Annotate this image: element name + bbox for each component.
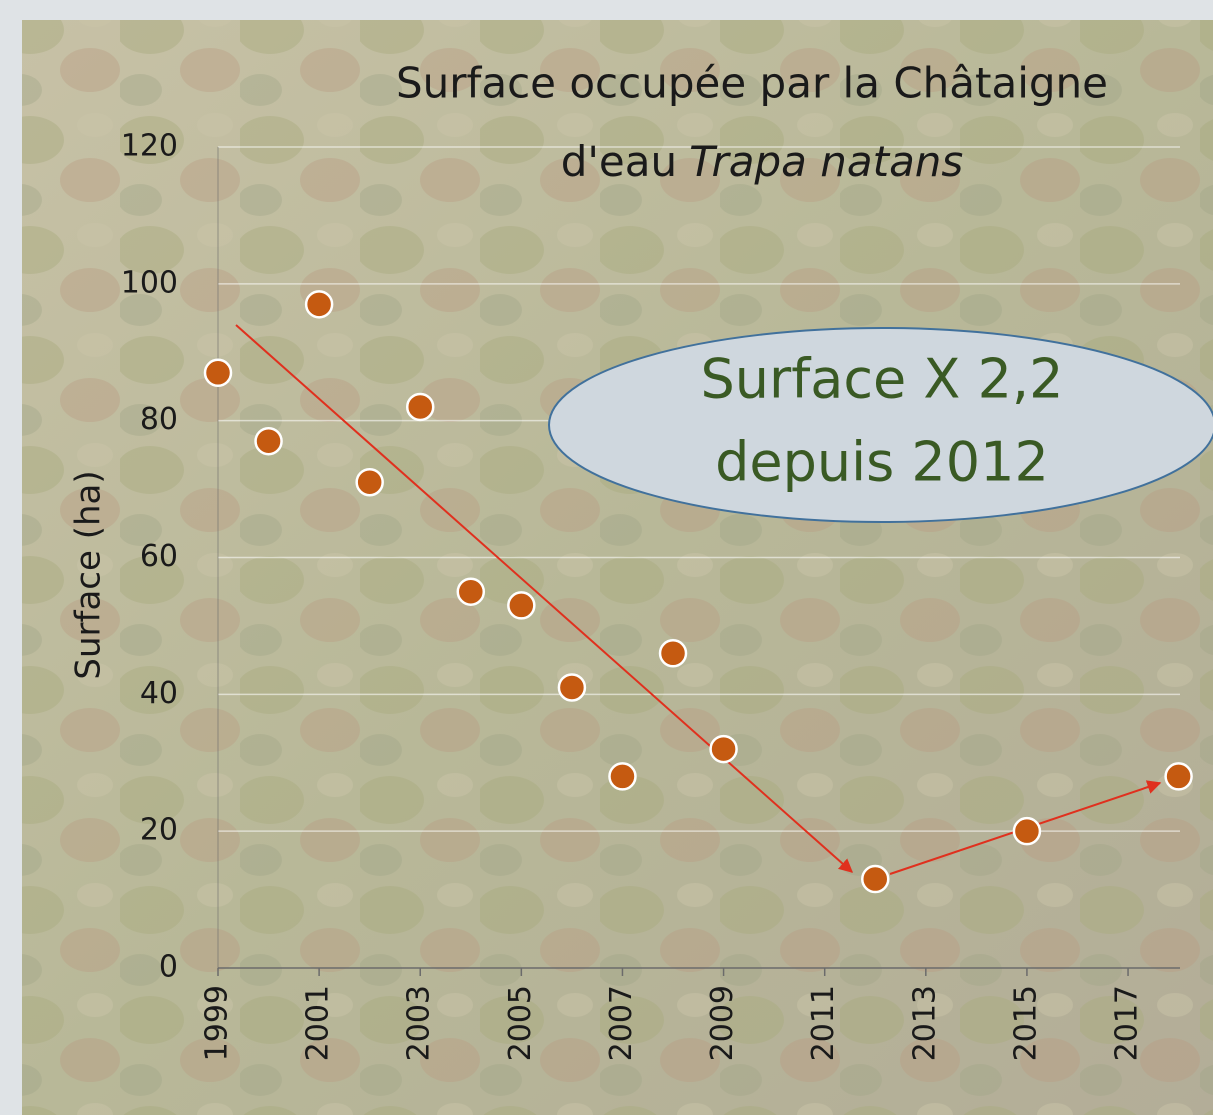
point	[357, 469, 383, 495]
point	[508, 592, 534, 618]
point	[1166, 763, 1192, 789]
y-tick-label: 0	[159, 950, 178, 985]
point	[407, 394, 433, 420]
chart: Surface occupée par la Châtaigne d'eauTr…	[0, 0, 1213, 1115]
point	[458, 579, 484, 605]
x-tick-label: 2017	[1110, 985, 1145, 1061]
point	[306, 291, 332, 317]
point	[711, 736, 737, 762]
x-tick-label: 2011	[806, 985, 841, 1061]
y-tick-label: 40	[140, 676, 178, 711]
x-tick-label: 2013	[907, 985, 942, 1061]
y-tick-label: 60	[140, 539, 178, 574]
chart-title: Surface occupée par la Châtaigne	[396, 59, 1108, 108]
annotation: Surface X 2,2	[701, 348, 1064, 411]
x-tick-label: 2007	[604, 985, 639, 1061]
point	[862, 866, 888, 892]
x-tick-label: 1999	[200, 985, 235, 1061]
y-axis-label: Surface (ha)	[69, 470, 109, 679]
x-tick-label: 2001	[301, 985, 336, 1061]
chart-title: d'eau	[561, 137, 677, 186]
y-tick-label: 20	[140, 813, 178, 848]
point	[660, 640, 686, 666]
x-tick-label: 2003	[402, 985, 437, 1061]
chart-title-italic: Trapa natans	[689, 137, 963, 186]
y-tick-label: 100	[121, 265, 178, 300]
point	[559, 674, 585, 700]
y-tick-label: 120	[121, 129, 178, 164]
point	[256, 428, 282, 454]
y-tick-label: 80	[140, 402, 178, 437]
x-tick-label: 2005	[503, 985, 538, 1061]
x-tick-label: 2009	[705, 985, 740, 1061]
point	[205, 360, 231, 386]
point	[609, 763, 635, 789]
point	[1014, 818, 1040, 844]
annotation: depuis 2012	[715, 431, 1049, 494]
x-tick-label: 2015	[1008, 985, 1043, 1061]
